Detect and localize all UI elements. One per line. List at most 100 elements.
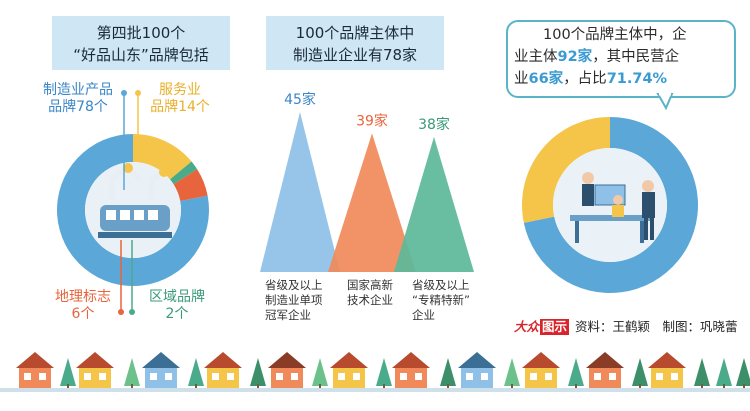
- callout-line3-pre: 业: [514, 71, 529, 87]
- tree-trunk: [701, 384, 703, 388]
- house-roof: [586, 352, 624, 368]
- tree-trunk: [511, 384, 513, 388]
- caption-champion-line2: 制造业单项: [265, 293, 323, 307]
- house-window: [415, 373, 422, 380]
- donut-leader-lines: [118, 90, 141, 315]
- house-roof: [16, 352, 54, 368]
- house-window: [24, 373, 31, 380]
- geo-label-line2: 6个: [71, 306, 95, 322]
- callout-line2-pre: 业主体: [514, 49, 558, 65]
- caption-hightech: 国家高新 技术企业: [347, 278, 407, 308]
- house-window: [400, 373, 407, 380]
- tree: [694, 358, 710, 386]
- tree-trunk: [319, 384, 321, 388]
- left-panel-title: 第四批100个 “好品山东”品牌包括: [52, 16, 230, 70]
- caption-specialized-line2: “专精特新”: [412, 293, 470, 307]
- house-window: [338, 373, 345, 380]
- callout-line3-mid: ，占比: [563, 71, 607, 87]
- house-window: [671, 373, 678, 380]
- callout-line1: 100个品牌主体中，企: [543, 27, 687, 43]
- tree-trunk: [723, 384, 725, 388]
- caption-champion-line1: 省级及以上: [265, 278, 323, 292]
- callout-line2-mid: ，其中民营企: [592, 49, 680, 65]
- tree: [188, 358, 204, 386]
- geo-label-line1: 地理标志: [55, 289, 111, 305]
- slice-service: [133, 134, 192, 180]
- triangle-specialized-value: 38家: [418, 116, 450, 133]
- tree: [312, 358, 328, 386]
- geo-indication-label: 地理标志 6个: [48, 289, 118, 323]
- house-window: [276, 373, 283, 380]
- house-window: [466, 373, 473, 380]
- credit-text: 资料：王鹤颖 制图：巩晓蕾: [575, 319, 738, 334]
- tree-trunk: [383, 384, 385, 388]
- callout-private-share: 71.74%: [606, 71, 668, 87]
- tree: [504, 358, 520, 386]
- callout-private-count: 66家: [528, 71, 564, 87]
- triangle-hightech: [328, 133, 416, 272]
- house-window: [656, 373, 663, 380]
- house-window: [99, 373, 106, 380]
- slice-geo-indication: [173, 169, 208, 202]
- left-title-line1: 第四批100个: [96, 24, 186, 42]
- tree: [124, 358, 140, 386]
- caption-hightech-line1: 国家高新: [347, 278, 393, 292]
- business-people-illustration: [553, 148, 667, 262]
- house-roof: [648, 352, 686, 368]
- factory-robot-illustration: [85, 162, 181, 258]
- caption-hightech-line2: 技术企业: [347, 293, 393, 307]
- house-window: [481, 373, 488, 380]
- house-window: [150, 373, 157, 380]
- tree-trunk: [67, 384, 69, 388]
- callout-enterprise-count: 92家: [557, 49, 593, 65]
- caption-specialized-line1: 省级及以上: [412, 278, 470, 292]
- house-roof: [458, 352, 496, 368]
- tree-trunk: [257, 384, 259, 388]
- enterprise-callout-box: [506, 20, 736, 98]
- tree-trunk: [575, 384, 577, 388]
- tree: [716, 358, 732, 386]
- tree: [376, 358, 392, 386]
- mfg-label: 制造业产品 品牌78个: [28, 82, 128, 116]
- mfg-label-line1: 制造业产品: [43, 82, 113, 98]
- house-window: [545, 373, 552, 380]
- private-enterprise-donut: [522, 117, 699, 293]
- service-label-line2: 品牌14个: [150, 99, 210, 115]
- tree: [568, 358, 584, 386]
- graphic-logo-box: 图示: [540, 319, 570, 335]
- regional-brand-label: 区域品牌 2个: [138, 289, 216, 323]
- house-window: [353, 373, 360, 380]
- tree-trunk: [743, 384, 745, 388]
- slice-other-enterprise: [522, 117, 610, 223]
- middle-title-line1: 100个品牌主体中: [295, 24, 415, 42]
- house-roof: [522, 352, 560, 368]
- service-label-line1: 服务业: [159, 82, 201, 98]
- house-roof: [392, 352, 430, 368]
- brand-category-donut: [57, 134, 210, 286]
- middle-panel-title: 100个品牌主体中 制造业企业有78家: [266, 16, 444, 70]
- middle-title-line2: 制造业企业有78家: [292, 46, 418, 64]
- house-window: [165, 373, 172, 380]
- tree-trunk: [195, 384, 197, 388]
- caption-champion-line3: 冠军企业: [265, 308, 311, 322]
- house-roof: [142, 352, 180, 368]
- left-title-line2: “好品山东”品牌包括: [73, 46, 209, 64]
- house-window: [39, 373, 46, 380]
- house-window: [227, 373, 234, 380]
- tree: [632, 358, 648, 386]
- house-row-footer: [0, 352, 750, 392]
- house-window: [291, 373, 298, 380]
- triangle-specialized: [394, 136, 474, 272]
- ground-line: [0, 388, 750, 392]
- tree: [60, 358, 76, 386]
- house-window: [609, 373, 616, 380]
- triangle-champion-value: 45家: [284, 91, 316, 108]
- caption-specialized: 省级及以上 “专精特新” 企业: [412, 278, 484, 323]
- manufacturer-triangle-chart: 45家 39家 38家: [260, 91, 474, 272]
- tree-trunk: [447, 384, 449, 388]
- house-roof: [330, 352, 368, 368]
- tree: [440, 358, 456, 386]
- regional-label-line1: 区域品牌: [149, 289, 205, 305]
